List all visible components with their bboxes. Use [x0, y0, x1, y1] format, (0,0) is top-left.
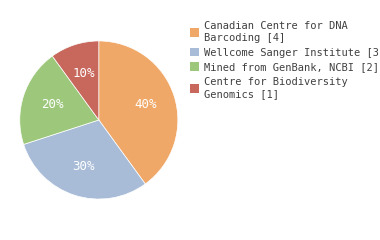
- Text: 40%: 40%: [134, 98, 157, 111]
- Wedge shape: [99, 41, 178, 184]
- Text: 20%: 20%: [41, 98, 63, 111]
- Wedge shape: [24, 120, 145, 199]
- Legend: Canadian Centre for DNA
Barcoding [4], Wellcome Sanger Institute [3], Mined from: Canadian Centre for DNA Barcoding [4], W…: [186, 17, 380, 103]
- Wedge shape: [20, 56, 99, 144]
- Wedge shape: [52, 41, 99, 120]
- Text: 30%: 30%: [73, 160, 95, 173]
- Text: 10%: 10%: [73, 67, 95, 80]
